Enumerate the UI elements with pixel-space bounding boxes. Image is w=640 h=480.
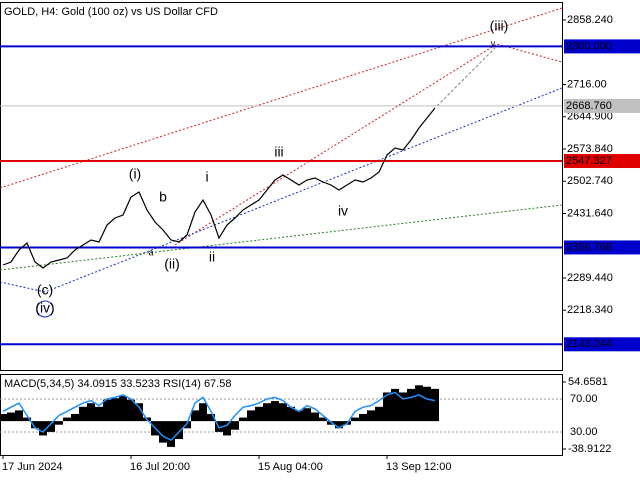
macd-bar bbox=[375, 406, 383, 422]
macd-bar bbox=[231, 421, 239, 430]
macd-bar bbox=[55, 421, 63, 425]
macd-bar bbox=[263, 403, 271, 422]
macd-bar bbox=[135, 403, 143, 422]
x-tick-label: 16 Jul 20:00 bbox=[130, 461, 190, 473]
wave-label: (i) bbox=[129, 166, 141, 182]
macd-bar bbox=[319, 417, 327, 422]
chart-title: GOLD, H4: Gold (100 oz) vs US Dollar CFD bbox=[4, 6, 218, 18]
level-label-box bbox=[564, 337, 640, 352]
macd-bar bbox=[287, 406, 295, 422]
wave-circle bbox=[36, 300, 54, 318]
macd-bar bbox=[31, 421, 39, 429]
macd-bar bbox=[199, 403, 207, 422]
macd-bar bbox=[103, 399, 111, 422]
x-tick-label: 13 Sep 12:00 bbox=[386, 461, 451, 473]
rsi-line bbox=[2, 391, 436, 442]
macd-bar bbox=[399, 392, 407, 422]
wave-label: (c) bbox=[37, 282, 53, 298]
wave-label: (iv) bbox=[35, 300, 54, 316]
main-pane-border bbox=[0, 2, 563, 371]
y-tick-label: 2431.640 bbox=[567, 207, 613, 219]
wave-label: ii bbox=[209, 249, 215, 265]
macd-bar bbox=[63, 417, 71, 422]
wave-label: a bbox=[148, 247, 153, 257]
y2-tick-label: -38.9122 bbox=[568, 443, 611, 455]
y2-tick-label: 54.6581 bbox=[568, 376, 608, 388]
macd-bar bbox=[159, 421, 167, 443]
macd-bar bbox=[415, 385, 423, 422]
level-label: 2547.327 bbox=[566, 155, 612, 167]
macd-bar bbox=[191, 410, 199, 422]
trend-line bbox=[174, 43, 563, 246]
macd-bar bbox=[23, 417, 31, 422]
x-tick-label: 17 Jun 2024 bbox=[2, 461, 63, 473]
level-label: 2356.768 bbox=[566, 241, 612, 253]
wave-label: i bbox=[205, 169, 208, 185]
macd-bar bbox=[423, 386, 431, 422]
macd-bar bbox=[39, 421, 47, 436]
trend-line bbox=[0, 87, 563, 293]
macd-bar bbox=[351, 417, 359, 422]
macd-bar bbox=[255, 406, 263, 422]
macd-bar bbox=[431, 388, 439, 422]
y-tick-label: 2644.900 bbox=[567, 111, 613, 123]
macd-bar bbox=[207, 413, 215, 422]
macd-bar bbox=[295, 410, 303, 422]
level-label: 2143.244 bbox=[566, 338, 612, 350]
y-tick-label: 2573.840 bbox=[567, 143, 613, 155]
macd-bar bbox=[271, 401, 279, 422]
x-tick-label: 15 Aug 04:00 bbox=[258, 461, 323, 473]
macd-bar bbox=[311, 412, 319, 422]
level-label: 2800.000 bbox=[566, 40, 612, 52]
y-tick-label: 30.00 bbox=[570, 426, 598, 438]
macd-bar bbox=[359, 413, 367, 422]
macd-bar bbox=[47, 421, 55, 432]
wave-label: b bbox=[159, 189, 167, 205]
macd-bar bbox=[279, 403, 287, 422]
macd-bar bbox=[167, 421, 175, 447]
macd-bar bbox=[407, 388, 415, 422]
y-tick-label: 2218.340 bbox=[567, 304, 613, 316]
macd-bar bbox=[0, 413, 7, 422]
wave-label: (ii) bbox=[164, 256, 180, 272]
macd-bar bbox=[223, 421, 231, 436]
macd-bar bbox=[7, 412, 15, 422]
level-label-box bbox=[564, 154, 640, 169]
macd-bar bbox=[119, 396, 127, 422]
level-label-box bbox=[564, 39, 640, 54]
y-tick-label: 2289.440 bbox=[567, 272, 613, 284]
macd-bar bbox=[239, 417, 247, 422]
y-tick-label: 2716.00 bbox=[567, 78, 607, 90]
level-label-box bbox=[564, 98, 640, 113]
macd-bar bbox=[175, 421, 183, 440]
macd-bar bbox=[79, 406, 87, 422]
macd-bar bbox=[303, 408, 311, 422]
level-label-box bbox=[564, 240, 640, 255]
y-tick-label: 2502.740 bbox=[567, 175, 613, 187]
wave-label: (iii) bbox=[490, 18, 509, 34]
trend-line bbox=[436, 47, 496, 107]
wave-label: iii bbox=[274, 144, 283, 160]
macd-bar bbox=[95, 406, 103, 422]
macd-bar bbox=[247, 410, 255, 422]
wave-label: iv bbox=[338, 203, 348, 219]
macd-bar bbox=[335, 421, 343, 429]
y-tick-label: 70.00 bbox=[570, 393, 598, 405]
macd-bar bbox=[367, 410, 375, 422]
trend-lines bbox=[0, 7, 563, 318]
macd-bar bbox=[71, 413, 79, 422]
price-line bbox=[2, 107, 436, 269]
y-tick-label: 2858.240 bbox=[567, 14, 613, 26]
macd-bar bbox=[15, 410, 23, 422]
indicator-title: MACD(5,34,5) 34.0915 33.5233 RSI(14) 67.… bbox=[4, 378, 231, 390]
macd-bar bbox=[383, 392, 391, 422]
level-label: 2668.760 bbox=[566, 100, 612, 112]
macd-bar bbox=[87, 403, 95, 422]
macd-bar bbox=[127, 399, 135, 422]
macd-bar bbox=[391, 388, 399, 422]
wave-label: v bbox=[491, 38, 496, 48]
macd-bar bbox=[111, 398, 119, 422]
